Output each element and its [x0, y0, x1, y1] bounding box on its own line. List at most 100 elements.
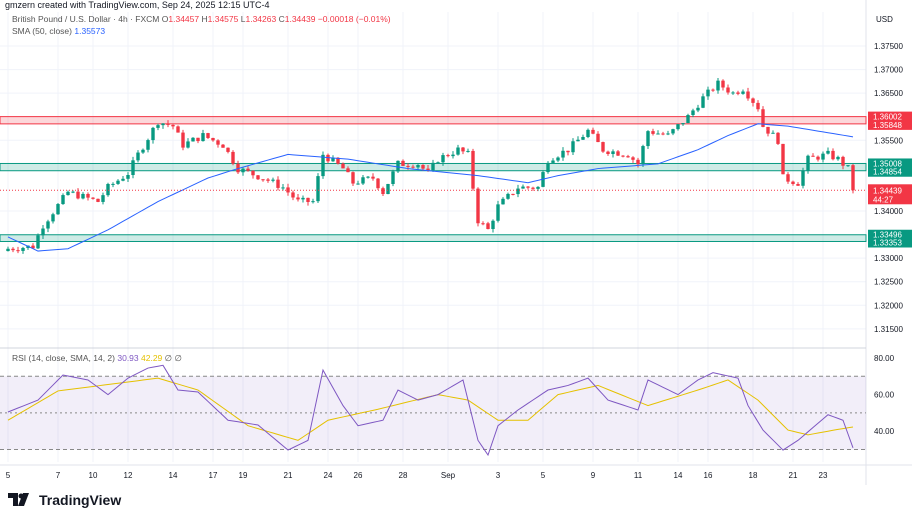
candle — [506, 193, 510, 199]
symbol-title[interactable]: British Pound / U.S. Dollar · 4h · FXCM — [12, 14, 160, 24]
time-tick-label: 14 — [674, 471, 683, 480]
candle — [746, 91, 750, 99]
candle — [526, 186, 530, 188]
zone-top-label-bg — [868, 158, 912, 169]
candle — [376, 178, 380, 189]
logo-text: TradingView — [39, 492, 122, 508]
rsi-extra-2: ∅ — [174, 353, 182, 363]
candle — [411, 166, 415, 168]
candle — [341, 163, 345, 169]
candle — [301, 197, 305, 200]
candle — [161, 123, 165, 126]
tradingview-logo[interactable]: TradingView — [8, 492, 121, 508]
price-tick-label: 1.34000 — [874, 207, 903, 216]
candle — [626, 156, 630, 158]
candle — [61, 195, 65, 205]
zone-top-label: 1.33496 — [873, 231, 902, 240]
candle — [551, 160, 555, 163]
zone-bottom-label-bg — [868, 166, 912, 177]
candle — [256, 175, 260, 180]
candle — [736, 92, 740, 94]
candle — [836, 156, 840, 160]
candle — [666, 133, 670, 135]
sma-value: 1.35573 — [74, 26, 106, 36]
candle — [791, 181, 795, 185]
candle — [511, 193, 515, 195]
candle — [806, 155, 810, 171]
candle — [231, 151, 235, 164]
zone-top-label-bg — [868, 229, 912, 240]
low-label: L — [240, 14, 246, 24]
rsi-label[interactable]: RSI (14, close, SMA, 14, 2) — [12, 353, 115, 363]
candle — [86, 193, 90, 198]
price-tick-label: 1.36500 — [874, 89, 903, 98]
candle — [731, 92, 735, 94]
candle — [566, 150, 570, 153]
zone-bottom-label: 1.34854 — [873, 168, 902, 177]
candle — [21, 247, 25, 251]
candle — [841, 156, 845, 166]
time-tick-label: 11 — [634, 471, 643, 480]
candle — [136, 152, 140, 161]
candle — [336, 157, 340, 164]
candle — [461, 147, 465, 152]
time-tick-label: 23 — [819, 471, 828, 480]
candle — [391, 171, 395, 184]
candle — [571, 141, 575, 153]
time-tick-label: 18 — [749, 471, 758, 480]
zone-top-label: 1.35008 — [873, 159, 902, 168]
candle — [456, 147, 460, 155]
candle — [356, 183, 360, 185]
candle — [536, 186, 540, 189]
candle — [681, 123, 685, 125]
candle — [556, 157, 560, 161]
candle — [596, 133, 600, 143]
candle — [271, 179, 275, 181]
rsi-extra-1: ∅ — [164, 353, 173, 363]
candle — [531, 187, 535, 189]
candle — [266, 179, 270, 181]
candle — [606, 151, 610, 154]
candle — [46, 221, 50, 229]
candle — [166, 123, 170, 125]
candle — [771, 132, 775, 134]
candle — [41, 228, 45, 236]
chart-credit: gmzern created with TradingView.com, Sep… — [5, 0, 270, 10]
sma-label[interactable]: SMA (50, close) — [12, 26, 72, 36]
candle — [696, 107, 700, 111]
price-tick-label: 1.32000 — [874, 301, 903, 310]
candle — [51, 214, 55, 222]
candle — [216, 140, 220, 145]
candle — [621, 155, 625, 157]
candle — [331, 157, 335, 162]
candle — [821, 153, 825, 160]
rsi-tick-label: 40.00 — [874, 427, 895, 436]
price-tick-label: 1.32500 — [874, 278, 903, 287]
time-tick-label: 28 — [399, 471, 408, 480]
candle — [36, 235, 40, 249]
candle — [236, 163, 240, 173]
candle — [406, 165, 410, 167]
time-tick-label: 26 — [354, 471, 363, 480]
candle — [721, 80, 725, 88]
time-tick-label: 5 — [541, 471, 546, 480]
candle — [396, 160, 400, 172]
high-value: 1.34575 — [207, 14, 239, 24]
zone-bottom-label: 1.35848 — [873, 121, 902, 130]
price-tick-label: 1.37500 — [874, 42, 903, 51]
candle — [291, 192, 295, 198]
zone-bottom-label-bg — [868, 237, 912, 248]
candle — [81, 193, 85, 199]
candle — [646, 131, 650, 147]
candle — [476, 188, 480, 224]
sr-zone — [0, 116, 867, 125]
candle — [656, 133, 660, 135]
candle — [701, 96, 705, 108]
candle — [616, 151, 620, 156]
candle — [726, 87, 730, 93]
candle — [151, 127, 155, 141]
candle — [366, 176, 370, 178]
rsi-line — [7, 364, 854, 457]
candle — [706, 89, 710, 97]
